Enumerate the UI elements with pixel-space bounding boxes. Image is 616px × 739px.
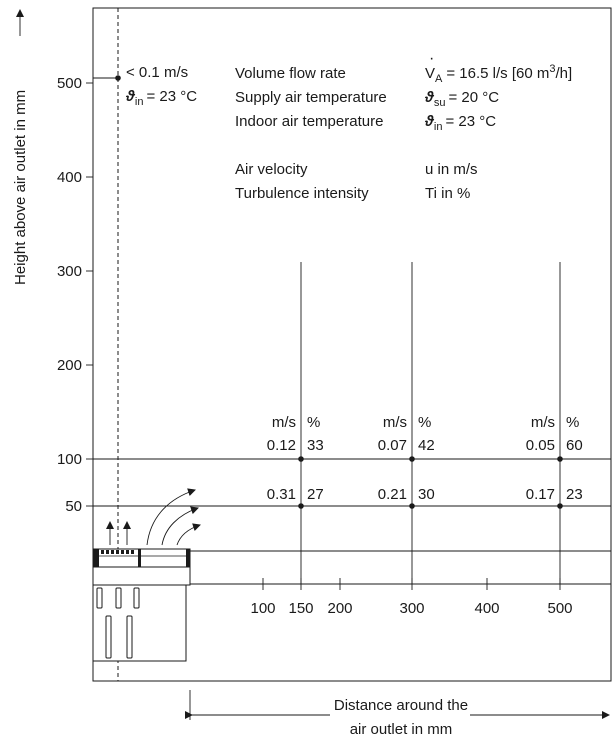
- x-axis-title-line1: Distance around the: [334, 697, 468, 714]
- unit-percent-header-150: %: [307, 414, 320, 431]
- x-tick-label-300: 300: [399, 600, 424, 617]
- air-velocity-value: u in m/s: [425, 161, 478, 178]
- indoor-temp-value: ϑin = 23 °C: [424, 113, 496, 133]
- velocity-100-500: 0.05: [526, 437, 555, 454]
- parameter-block: Volume flow rate VA = 16.5 l/s [60 m3/h] …: [235, 50, 572, 202]
- unit-velocity-header-500: m/s: [531, 414, 555, 431]
- top-note-point: [115, 75, 121, 81]
- air-velocity-label: Air velocity: [235, 161, 308, 178]
- measurement-point-150-100: [298, 456, 304, 462]
- turbulence-100-500: 60: [566, 437, 583, 454]
- measurement-point-500-50: [557, 503, 563, 509]
- y-axis-title-group: Height above air outlet in mm: [12, 9, 29, 285]
- x-tick-label-100: 100: [250, 600, 275, 617]
- top-note: < 0.1 m/s ϑin = 23 °C: [93, 64, 197, 108]
- y-tick-label-200: 200: [57, 357, 82, 374]
- unit-velocity-header-150: m/s: [272, 414, 296, 431]
- flow-rate-label: Volume flow rate: [235, 65, 346, 82]
- turbulence-50-500: 23: [566, 486, 583, 503]
- velocity-100-300: 0.07: [378, 437, 407, 454]
- air-outlet-icon: [92, 548, 191, 662]
- turbulence-value: Ti in %: [425, 185, 470, 202]
- indoor-temp-label: Indoor air temperature: [235, 113, 383, 130]
- y-axis-title: Height above air outlet in mm: [12, 90, 29, 285]
- turbulence-100-300: 42: [418, 437, 435, 454]
- x-tick-label-150: 150: [288, 600, 313, 617]
- x-tick-label-400: 400: [474, 600, 499, 617]
- y-axis-ticks: 500 400 300 200 100 50: [57, 75, 93, 515]
- measurement-point-500-100: [557, 456, 563, 462]
- turbulence-50-150: 27: [307, 486, 324, 503]
- measurement-point-300-50: [409, 503, 415, 509]
- velocity-50-150: 0.31: [267, 486, 296, 503]
- airflow-arrows-icon: [106, 488, 201, 546]
- y-tick-label-500: 500: [57, 75, 82, 92]
- unit-percent-header-500: %: [566, 414, 579, 431]
- x-tick-label-500: 500: [547, 600, 572, 617]
- x-axis-title-line2: air outlet in mm: [350, 721, 453, 738]
- x-axis-ticks: 100 150 200 300 400 500: [250, 578, 573, 617]
- y-tick-label-50: 50: [65, 498, 82, 515]
- x-tick-label-200: 200: [327, 600, 352, 617]
- unit-velocity-header-300: m/s: [383, 414, 407, 431]
- measurement-point-300-100: [409, 456, 415, 462]
- velocity-50-300: 0.21: [378, 486, 407, 503]
- measurement-point-150-50: [298, 503, 304, 509]
- flow-rate-value: VA = 16.5 l/s [60 m3/h]: [425, 63, 572, 85]
- y-tick-label-300: 300: [57, 263, 82, 280]
- velocity-50-500: 0.17: [526, 486, 555, 503]
- y-tick-label-400: 400: [57, 169, 82, 186]
- turbulence-100-150: 33: [307, 437, 324, 454]
- top-note-temperature: ϑin = 23 °C: [125, 88, 197, 108]
- distance-dimension: Distance around the air outlet in mm: [185, 690, 610, 738]
- supply-temp-value: ϑsu = 20 °C: [424, 89, 499, 109]
- diagram-frame: [92, 7, 612, 682]
- supply-temp-label: Supply air temperature: [235, 89, 387, 106]
- top-note-velocity: < 0.1 m/s: [126, 64, 188, 81]
- flow-dot-icon: ·: [429, 50, 434, 67]
- turbulence-50-300: 30: [418, 486, 435, 503]
- velocity-100-150: 0.12: [267, 437, 296, 454]
- y-tick-label-100: 100: [57, 451, 82, 468]
- measurement-columns: m/s % 0.12 33 0.31 27 m/s % 0.07 42 0.21 30 m/s % 0.05…: [267, 262, 583, 584]
- turbulence-label: Turbulence intensity: [235, 185, 369, 202]
- unit-percent-header-300: %: [418, 414, 431, 431]
